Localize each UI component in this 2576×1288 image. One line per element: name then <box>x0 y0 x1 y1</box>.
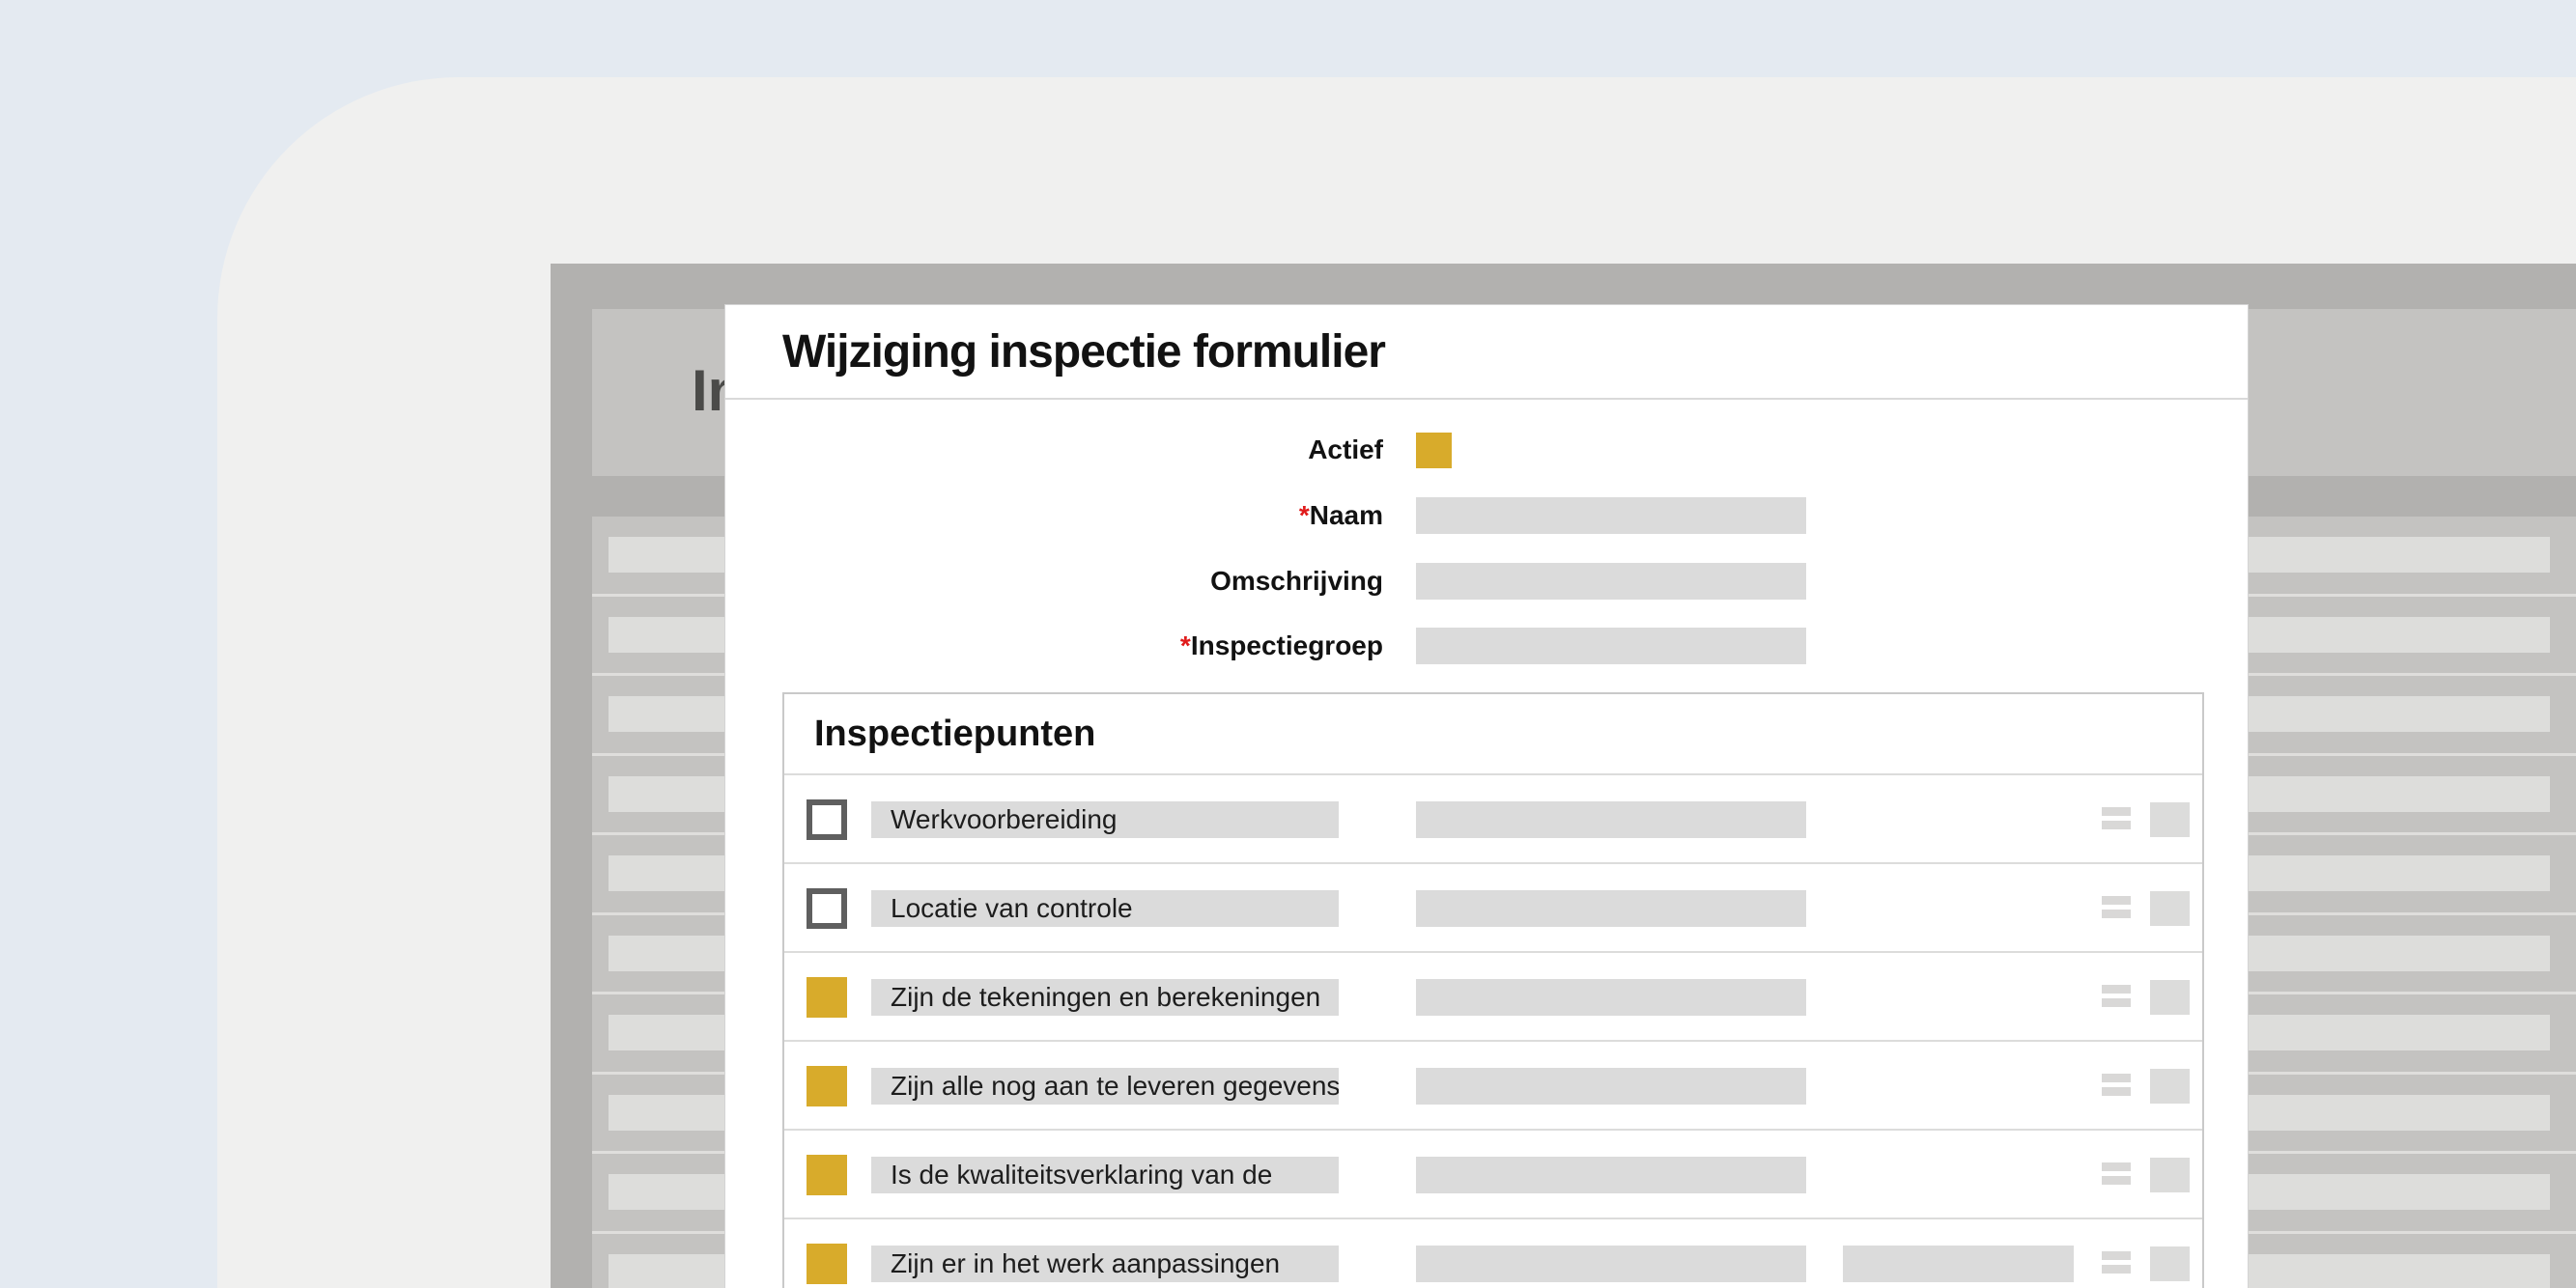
inspection-point-row: Zijn alle nog aan te leveren gegevens <box>784 1042 2202 1131</box>
row-action-button[interactable] <box>2150 1246 2190 1281</box>
row-action-button[interactable] <box>2150 980 2190 1015</box>
form-row-naam: *Naam <box>725 497 2248 534</box>
row-action-button[interactable] <box>2150 1158 2190 1192</box>
row-action-button[interactable] <box>2150 1069 2190 1104</box>
row-secondary-input[interactable] <box>1416 1246 1806 1282</box>
drag-handle-icon[interactable] <box>2102 1162 2131 1185</box>
row-action-button[interactable] <box>2150 802 2190 837</box>
omschrijving-label: Omschrijving <box>1210 566 1383 596</box>
row-name-input[interactable]: Zijn alle nog aan te leveren gegevens <box>871 1068 1339 1105</box>
row-extra-input[interactable] <box>1843 1246 2074 1282</box>
naam-label: *Naam <box>1298 500 1383 530</box>
row-checkbox[interactable] <box>807 1066 847 1106</box>
row-action-button[interactable] <box>2150 891 2190 926</box>
drag-handle-icon[interactable] <box>2102 985 2131 1007</box>
drag-handle-icon[interactable] <box>2102 807 2131 829</box>
actief-label: Actief <box>1308 434 1383 464</box>
form-row-omschrijving: Omschrijving <box>725 563 2248 600</box>
inspectiepunten-section: Inspectiepunten Werkvoorbereiding Locati… <box>782 692 2204 1288</box>
drag-handle-icon[interactable] <box>2102 1074 2131 1096</box>
edit-inspection-form-dialog: Wijziging inspectie formulier Actief *Na… <box>724 304 2249 1288</box>
required-asterisk: * <box>1298 500 1310 530</box>
drag-handle-icon[interactable] <box>2102 1251 2131 1274</box>
inspection-point-row: Locatie van controle <box>784 864 2202 953</box>
row-name-input[interactable]: Zijn de tekeningen en berekeningen <box>871 979 1339 1016</box>
row-secondary-input[interactable] <box>1416 979 1806 1016</box>
row-checkbox[interactable] <box>807 977 847 1018</box>
row-name-input[interactable]: Is de kwaliteitsverklaring van de <box>871 1157 1339 1193</box>
dialog-title: Wijziging inspectie formulier <box>782 325 1386 378</box>
naam-input[interactable] <box>1416 497 1806 534</box>
row-secondary-input[interactable] <box>1416 1068 1806 1105</box>
row-checkbox[interactable] <box>807 1155 847 1195</box>
row-checkbox[interactable] <box>807 799 847 840</box>
row-name-input[interactable]: Locatie van controle <box>871 890 1339 927</box>
row-checkbox[interactable] <box>807 888 847 929</box>
row-secondary-input[interactable] <box>1416 1157 1806 1193</box>
inspection-point-row: Werkvoorbereiding <box>784 775 2202 864</box>
inspectiegroep-label: *Inspectiegroep <box>1179 630 1383 660</box>
inspectiepunten-title: Inspectiepunten <box>814 713 1096 754</box>
form-row-inspectiegroep: *Inspectiegroep <box>725 628 2248 664</box>
inspection-point-row: Zijn er in het werk aanpassingen <box>784 1219 2202 1288</box>
row-checkbox[interactable] <box>807 1244 847 1284</box>
actief-checkbox[interactable] <box>1416 432 1452 468</box>
inspection-point-row: Is de kwaliteitsverklaring van de <box>784 1131 2202 1219</box>
row-name-input[interactable]: Zijn er in het werk aanpassingen <box>871 1246 1339 1282</box>
row-secondary-input[interactable] <box>1416 890 1806 927</box>
inspectiegroep-input[interactable] <box>1416 628 1806 664</box>
dialog-titlebar: Wijziging inspectie formulier <box>725 305 2248 400</box>
omschrijving-input[interactable] <box>1416 563 1806 600</box>
form-row-actief: Actief <box>725 432 2248 468</box>
drag-handle-icon[interactable] <box>2102 896 2131 918</box>
inspection-point-row: Zijn de tekeningen en berekeningen <box>784 953 2202 1042</box>
inspectiepunten-header: Inspectiepunten <box>784 694 2202 775</box>
required-asterisk: * <box>1179 630 1191 660</box>
row-secondary-input[interactable] <box>1416 801 1806 838</box>
row-name-input[interactable]: Werkvoorbereiding <box>871 801 1339 838</box>
